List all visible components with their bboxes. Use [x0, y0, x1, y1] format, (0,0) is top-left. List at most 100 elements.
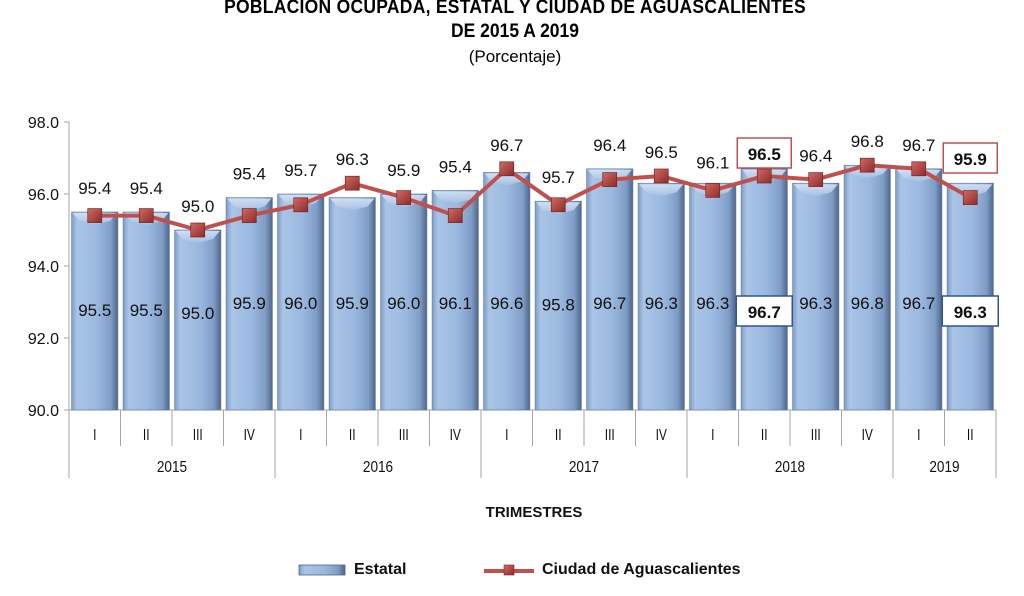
data-label-ciudad: 95.4: [78, 179, 111, 198]
legend-swatch-line-icon: [484, 564, 534, 576]
data-label-estatal: 95.5: [78, 301, 111, 320]
line-marker: [241, 208, 257, 223]
data-label-estatal: 96.7: [748, 303, 781, 322]
x-tick-label: II: [555, 425, 562, 443]
data-label-estatal: 96.7: [902, 294, 935, 313]
x-tick-label: II: [761, 425, 768, 443]
bar-body: [534, 200, 582, 411]
data-label-estatal: 96.3: [799, 294, 832, 313]
bar-bevel: [330, 198, 375, 211]
x-tick-label: II: [967, 425, 974, 443]
data-label-ciudad: 95.4: [233, 165, 266, 184]
x-tick-label: IV: [862, 425, 874, 443]
data-label-estatal: 96.7: [593, 294, 626, 313]
bar-estatal: [431, 190, 479, 411]
bar-estatal: [689, 182, 737, 411]
bar-body: [174, 229, 222, 411]
highlight-box-ciudad: [736, 137, 792, 169]
bar-body: [431, 190, 479, 411]
data-label-ciudad: 96.5: [645, 143, 678, 162]
x-tick-label: II: [143, 425, 150, 443]
line-marker: [962, 190, 978, 205]
line-marker: [447, 208, 463, 223]
line-marker: [344, 175, 360, 191]
x-tick-label: III: [193, 425, 203, 443]
bar-body: [689, 182, 737, 411]
bar-body: [277, 193, 325, 411]
bar-estatal: [843, 164, 891, 411]
bar-bevel: [639, 184, 684, 197]
y-tick-label: 96.0: [28, 187, 59, 204]
x-tick-label: III: [399, 425, 409, 443]
y-tick-label: 92.0: [28, 331, 59, 348]
bar-estatal: [328, 197, 376, 411]
line-marker: [550, 197, 566, 213]
line-marker: [911, 161, 927, 177]
data-label-estatal: 95.9: [233, 294, 266, 313]
x-tick-label: I: [711, 425, 714, 443]
data-labels: 95.5 95.5 95.0 95.9 96.0 95.9 96.0 96.1 96.6 95.8…: [78, 132, 999, 327]
bar-body: [483, 172, 531, 411]
data-label-estatal: 96.3: [645, 294, 678, 313]
data-label-ciudad: 95.7: [284, 161, 317, 180]
line-series-ciudad: [87, 157, 978, 238]
line-marker: [87, 208, 103, 223]
data-label-ciudad: 95.0: [181, 197, 214, 216]
x-tick-label: IV: [450, 425, 462, 443]
line-marker: [808, 172, 824, 187]
axes: 90.092.094.096.098.0I II III IV I II III IV I II I…: [28, 115, 997, 478]
bar-body: [380, 193, 428, 411]
line-marker: [396, 190, 412, 205]
data-label-estatal: 96.1: [439, 294, 472, 313]
highlight-box-ciudad: [942, 142, 998, 174]
legend-label-ciudad: Ciudad de Aguascalientes: [542, 561, 741, 578]
data-label-ciudad: 96.7: [902, 136, 935, 155]
bar-body: [740, 168, 788, 411]
data-label-estatal: 96.3: [954, 303, 987, 322]
data-label-estatal: 95.8: [542, 296, 575, 315]
bar-body: [792, 182, 840, 411]
bar-bevel: [793, 184, 838, 197]
bar-body: [328, 197, 376, 411]
bar-estatal: [792, 182, 840, 411]
line-marker: [705, 183, 721, 198]
data-label-ciudad: 96.7: [490, 136, 523, 155]
data-label-ciudad: 95.7: [542, 168, 575, 187]
line-marker: [293, 197, 309, 213]
chart-subtitle: DE 2015 A 2019: [451, 21, 579, 42]
data-label-ciudad: 96.3: [336, 150, 369, 169]
bar-estatal: [895, 168, 943, 411]
bar-bevel: [433, 191, 478, 204]
bar-body: [122, 211, 170, 411]
bar-estatal: [277, 193, 325, 411]
line-marker: [602, 172, 618, 187]
chart-unit-label: (Porcentaje): [468, 47, 562, 66]
y-tick-label: 98.0: [28, 115, 59, 132]
bar-estatal: [586, 168, 634, 411]
data-label-estatal: 96.0: [387, 294, 420, 313]
data-label-ciudad: 95.4: [130, 179, 163, 198]
line-marker: [138, 208, 154, 223]
line-marker: [190, 222, 206, 238]
legend: Estatal Ciudad de Aguascalientes: [0, 561, 1024, 585]
x-axis-label: TRIMESTRES: [486, 504, 583, 521]
data-label-ciudad: 95.9: [954, 150, 987, 169]
bar-estatal: [534, 200, 582, 411]
data-label-ciudad: 95.4: [439, 157, 472, 176]
line-marker: [653, 168, 669, 184]
x-year-label: 2017: [569, 459, 599, 476]
legend-item-ciudad[interactable]: Ciudad de Aguascalientes: [484, 561, 741, 579]
bar-estatal: [483, 172, 531, 411]
bar-estatal: [380, 193, 428, 411]
bar-estatal: [740, 168, 788, 411]
x-year-label: 2015: [157, 459, 187, 476]
bar-body: [637, 182, 685, 411]
bar-body: [586, 168, 634, 411]
legend-item-estatal[interactable]: Estatal: [298, 561, 406, 579]
x-tick-label: I: [93, 425, 96, 443]
highlight-box-estatal: [941, 295, 999, 327]
data-label-ciudad: 96.4: [799, 147, 832, 166]
x-tick-label: I: [299, 425, 302, 443]
bar-body: [225, 197, 273, 411]
